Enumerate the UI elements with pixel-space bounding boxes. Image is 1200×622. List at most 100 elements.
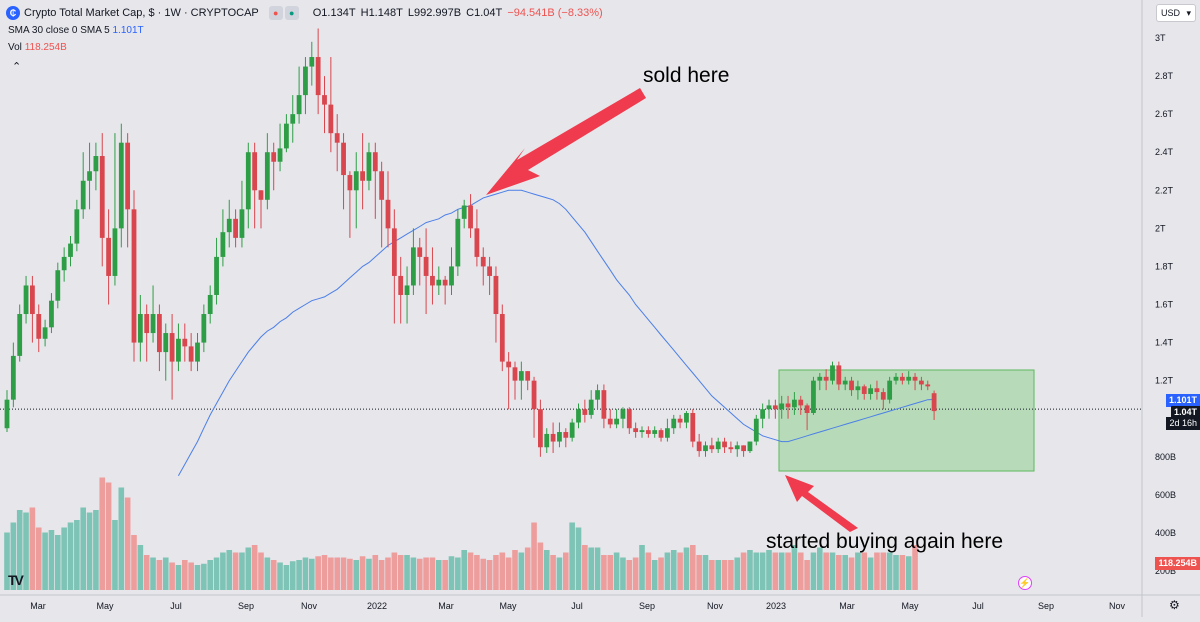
volume-bar: [309, 558, 315, 590]
gear-icon[interactable]: ⚙: [1169, 598, 1180, 612]
volume-bar: [709, 560, 715, 590]
candle-body: [804, 405, 810, 414]
x-tick-label: Sep: [639, 601, 655, 611]
y-tick-label: 3T: [1155, 33, 1166, 43]
sma-label: SMA 30 close 0 SMA 5: [8, 25, 110, 36]
volume-bar: [220, 552, 226, 590]
candle-body: [734, 445, 740, 450]
volume-bar: [594, 547, 601, 590]
volume-bar: [785, 552, 791, 590]
volume-bar: [505, 557, 512, 590]
volume-bar: [804, 560, 810, 590]
candle-body: [10, 355, 16, 400]
candle-body: [42, 327, 48, 339]
currency-selector[interactable]: USD ▾: [1156, 4, 1196, 22]
candle-body: [150, 314, 156, 334]
lightning-icon[interactable]: ⚡: [1018, 576, 1032, 590]
volume-bar: [893, 555, 899, 590]
sma-legend[interactable]: SMA 30 close 0 SMA 5 1.101T: [8, 25, 144, 36]
candle-body: [322, 95, 327, 105]
volume-bar: [99, 477, 106, 590]
candle-body: [157, 314, 162, 353]
x-tick-label: Mar: [438, 601, 454, 611]
candle-body: [493, 275, 499, 315]
volume-bar: [607, 555, 614, 590]
candle-body: [125, 142, 131, 210]
volume-bar: [829, 552, 836, 590]
y-tick-label: 2.8T: [1155, 71, 1174, 81]
candle-body: [874, 388, 880, 393]
volume-bar: [696, 555, 702, 590]
volume-bar: [690, 545, 696, 590]
volume-bar: [232, 552, 239, 590]
volume-bar: [645, 552, 652, 590]
status-dot-icon[interactable]: ●: [268, 6, 283, 20]
candle-body: [772, 405, 778, 410]
volume-price-tag: 118.254B: [1155, 557, 1200, 570]
volume-bar: [791, 545, 798, 590]
y-tick-label: 2T: [1155, 223, 1166, 233]
x-tick-label: May: [96, 601, 114, 611]
tradingview-logo-icon[interactable]: TV: [8, 572, 24, 588]
change-value: −94.541B (−8.33%): [507, 7, 603, 19]
candle-body: [36, 314, 42, 339]
candle-body: [887, 380, 893, 400]
volume-bar: [340, 557, 347, 590]
volume-bar: [486, 560, 493, 590]
volume-bar: [772, 552, 779, 590]
candle-body: [665, 428, 670, 438]
volume-bar: [639, 545, 645, 590]
close-value: C1.04T: [466, 7, 503, 19]
candle-body: [499, 314, 505, 362]
candle-body: [823, 376, 829, 381]
volume-bar: [556, 557, 563, 590]
volume-bar: [448, 556, 455, 590]
buy-arrow: [785, 475, 858, 532]
x-tick-label: May: [901, 601, 919, 611]
data-status-icon[interactable]: ●: [284, 6, 299, 20]
volume-bar: [112, 520, 118, 590]
volume-bar: [817, 547, 823, 590]
candle-body: [347, 175, 353, 191]
volume-bar: [855, 552, 861, 590]
candle-body: [461, 205, 467, 219]
volume-bar: [867, 557, 874, 590]
collapse-legend-icon[interactable]: ⌃: [12, 61, 22, 73]
volume-bar: [759, 552, 766, 590]
symbol-title[interactable]: Crypto Total Market Cap, $ · 1W · CRYPTO…: [24, 7, 259, 19]
candle-body: [817, 376, 823, 381]
sma-value: 1.101T: [112, 25, 144, 36]
volume-bar: [10, 522, 17, 590]
volume-bar: [23, 512, 29, 590]
x-tick-label: Sep: [238, 601, 254, 611]
volume-bar: [105, 482, 112, 590]
volume-bar: [315, 556, 321, 590]
candle-body: [74, 209, 80, 244]
volume-bar: [80, 507, 86, 590]
volume-legend[interactable]: Vol 118.254B: [8, 42, 67, 53]
volume-bar: [740, 552, 747, 590]
candle-body: [582, 409, 588, 415]
volume-bar: [16, 510, 23, 590]
volume-bar: [461, 550, 467, 590]
candle-body: [68, 243, 73, 257]
x-tick-label: Nov: [301, 601, 318, 611]
candle-body: [868, 388, 873, 394]
volume-value: 118.254B: [24, 42, 67, 53]
candle-body: [61, 256, 67, 271]
volume-bar: [366, 558, 372, 590]
x-tick-label: Jul: [972, 601, 984, 611]
y-tick-label: 600B: [1155, 490, 1176, 500]
volume-bar: [302, 557, 309, 590]
candle-body: [245, 152, 251, 210]
candle-body: [93, 156, 99, 172]
candle-body: [912, 376, 918, 381]
candle-body: [849, 380, 854, 391]
x-tick-label: Jul: [170, 601, 182, 611]
candle-body: [709, 445, 715, 450]
candle-body: [258, 190, 264, 200]
candle-body: [728, 447, 734, 450]
volume-bar: [55, 535, 61, 590]
